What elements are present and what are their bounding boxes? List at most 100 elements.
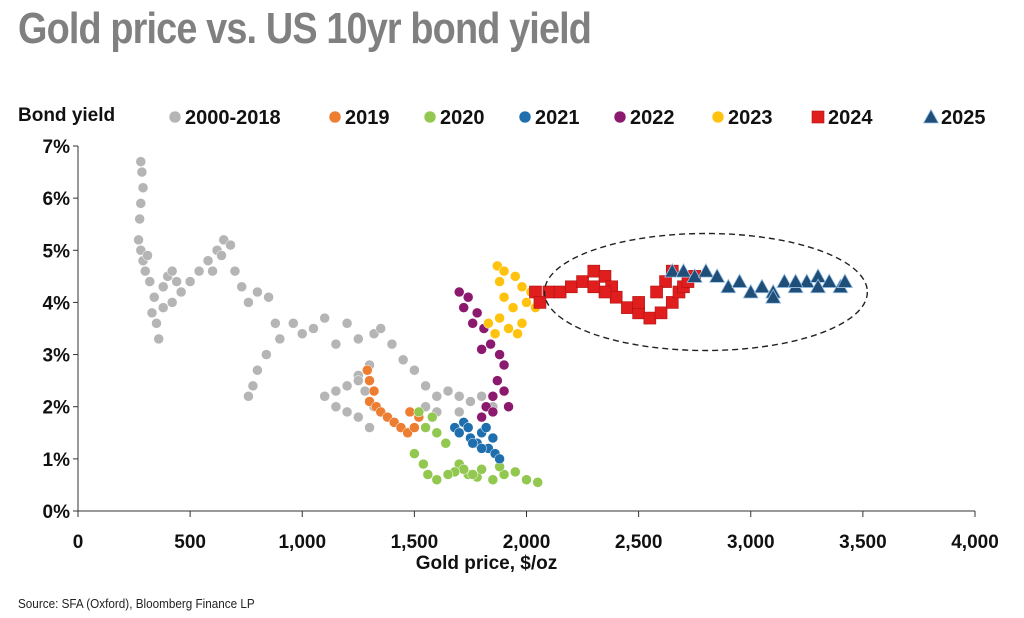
data-point [494,276,505,287]
y-tick-label: 0% [43,502,71,523]
data-point [341,406,353,418]
data-point [720,278,737,294]
data-point [409,448,420,459]
data-point [462,422,474,433]
data-point [364,375,375,386]
data-point [144,276,156,287]
data-point [440,437,452,449]
data-point [521,474,532,485]
data-point [494,453,505,465]
data-point [252,286,263,298]
data-point [485,338,496,350]
data-point [503,401,514,412]
x-tick-label: 3,500 [839,532,887,553]
data-point [632,296,645,309]
data-point [483,318,494,329]
legend-item-2024: 2024 [811,107,873,129]
data-point [465,396,476,407]
data-point [207,265,218,277]
data-point [247,380,259,392]
data-point [643,311,657,325]
legend-label: 2021 [535,107,580,129]
y-tick-label: 7% [43,137,71,158]
legend-label: 2024 [828,107,873,129]
x-axis-label: Gold price, $/oz [416,553,557,574]
legend-item-2023: 2023 [711,107,773,129]
data-point [598,270,612,283]
legend-item-2000-2018: 2000-2018 [168,107,281,129]
data-point [135,156,147,167]
axes: 0% 1% 2% 3% 4% 5% 6% 7% 0 500 1,000 1,500 2,000 2,500… [18,105,999,574]
data-point [510,271,521,282]
data-point [731,273,748,288]
data-point [587,280,601,294]
legend-item-2020: 2020 [423,107,485,129]
y-tick-label: 2% [43,398,71,419]
data-point [353,333,364,345]
data-point [487,391,499,402]
data-points [133,156,854,488]
data-point [498,359,510,371]
data-point [422,469,434,480]
data-point [798,273,815,288]
legend-marker [811,110,825,124]
legend-marker [613,110,627,124]
data-point [498,291,510,303]
data-point [140,265,151,277]
data-point [175,286,187,298]
data-point [697,262,715,278]
data-point [516,281,528,293]
data-point [166,265,178,277]
data-point [480,422,492,433]
data-point [503,323,514,334]
data-point [442,385,454,397]
data-point [487,406,499,418]
data-point [467,437,478,449]
data-point [319,312,330,324]
x-tick-label: 1,000 [278,532,326,553]
x-tick-label: 0 [73,532,84,553]
x-tick-label: 1,500 [391,532,439,553]
series-2022 [453,286,514,423]
data-point [467,469,478,480]
data-point [274,333,286,345]
data-point [148,291,160,303]
source-note: Source: SFA (Oxford), Bloomberg Finance … [18,596,255,611]
series-2023 [483,260,541,339]
data-point [184,276,196,287]
data-point [489,328,501,339]
data-point [462,291,474,303]
y-tick-label: 3% [43,346,71,367]
data-point [330,338,342,350]
data-point [364,422,375,433]
data-point [153,333,164,345]
data-point [742,283,759,299]
data-point [341,318,353,329]
data-point [708,268,726,283]
y-axis-label: Bond yield [18,105,115,126]
data-point [136,166,148,178]
legend-label: 2025 [941,107,986,129]
x-tick-label: 500 [174,532,206,553]
data-point [413,406,425,418]
data-point [330,401,342,412]
data-point [431,427,443,439]
data-point [453,391,465,402]
data-point [776,273,793,288]
highlight-ellipse [543,232,869,352]
data-point [494,349,505,360]
data-point [252,364,263,376]
data-point [134,213,145,225]
data-point [353,375,364,386]
data-point [236,281,247,293]
data-point [420,380,431,392]
data-point [375,323,386,334]
chart-title: Gold price vs. US 10yr bond yield [18,4,592,53]
data-point [151,318,162,329]
data-point [492,375,503,386]
data-point [453,427,465,439]
data-point [521,297,532,308]
data-point [270,318,281,329]
legend-item-2022: 2022 [613,107,675,129]
data-point [353,411,364,423]
